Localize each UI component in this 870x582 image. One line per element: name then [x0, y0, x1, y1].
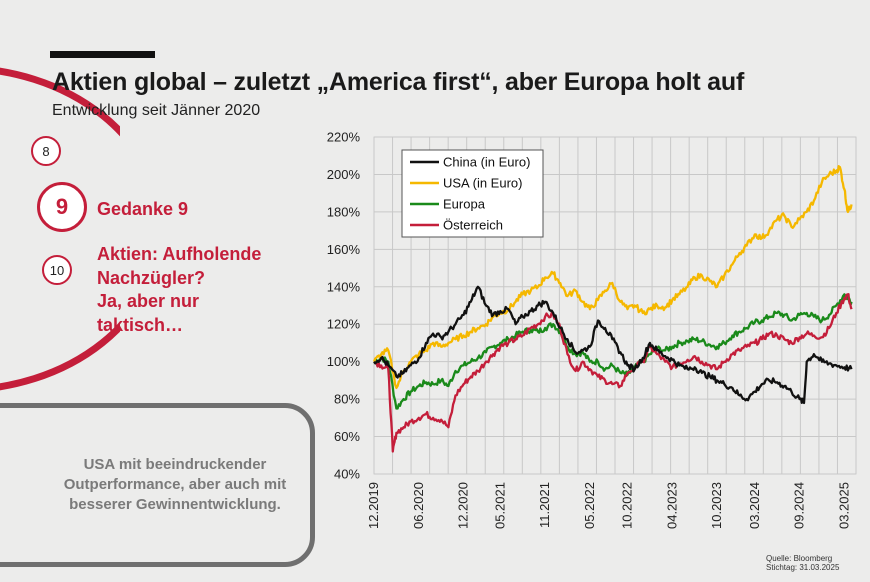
y-tick-label: 120% [327, 317, 361, 332]
callout-line: Outperformance, aber auch mit [63, 476, 287, 493]
legend-box [401, 149, 544, 238]
series-line-china [373, 285, 853, 405]
series-line-oesterreich [373, 293, 853, 453]
x-tick-label: 05.2022 [582, 482, 597, 529]
callout-line: USA mit beeindruckender [83, 456, 267, 473]
topic-text: Aktien: Aufholende Nachzügler? Ja, aber … [97, 243, 297, 337]
x-tick-label: 11.2021 [537, 482, 552, 528]
callout-text: USA mit beeindruckender Outperformance, … [50, 455, 300, 515]
step-badge-next[interactable]: 10 [42, 255, 72, 285]
page-subtitle: Entwicklung seit Jänner 2020 [52, 102, 261, 119]
x-tick-label: 05.2021 [492, 482, 507, 529]
y-tick-label: 200% [327, 167, 361, 182]
topic-line: taktisch… [97, 314, 184, 335]
x-tick-label: 03.2024 [747, 482, 762, 529]
page-title: Aktien global – zuletzt „America first“,… [52, 68, 745, 96]
y-tick-label: 60% [334, 429, 360, 444]
series-line-usa [372, 165, 853, 390]
decorative-arc [0, 67, 120, 391]
y-tick-label: 220% [327, 130, 361, 145]
legend-label: Österreich [443, 218, 503, 233]
x-tick-label: 10.2022 [620, 482, 635, 529]
y-tick-label: 160% [327, 242, 361, 257]
series-line-europa [373, 293, 853, 410]
legend-label: USA (in Euro) [443, 176, 522, 191]
title-accent-bar [50, 51, 155, 58]
x-tick-label: 12.2020 [456, 482, 471, 529]
y-tick-label: 80% [334, 392, 360, 407]
x-tick-label: 09.2024 [792, 482, 807, 529]
topic-line: Nachzügler? [97, 267, 206, 288]
topic-line: Aktien: Aufholende [97, 244, 262, 264]
y-tick-label: 100% [327, 354, 361, 369]
x-tick-label: 06.2020 [411, 482, 426, 529]
source-date: Stichtag: 31.03.2025 [766, 563, 840, 572]
step-badge-prev[interactable]: 8 [31, 136, 61, 166]
source-line: Quelle: Bloomberg [766, 554, 833, 563]
y-tick-label: 180% [327, 204, 361, 219]
x-tick-label: 10.2023 [709, 482, 724, 529]
callout-line: besserer Gewinnentwicklung. [69, 496, 281, 513]
callout-box [0, 403, 315, 567]
source-note: Quelle: Bloomberg Stichtag: 31.03.2025 [766, 554, 839, 572]
step-label: Gedanke 9 [97, 199, 189, 219]
x-tick-label: 04.2023 [664, 482, 679, 529]
x-tick-label: 03.2025 [836, 482, 851, 529]
legend-label: China (in Euro) [443, 155, 530, 170]
topic-line: Ja, aber nur [97, 291, 200, 311]
legend-label: Europa [443, 197, 486, 212]
y-tick-label: 40% [334, 467, 360, 482]
step-badge-current[interactable]: 9 [37, 182, 87, 232]
y-tick-label: 140% [327, 279, 361, 294]
x-tick-label: 12.2019 [366, 482, 381, 529]
